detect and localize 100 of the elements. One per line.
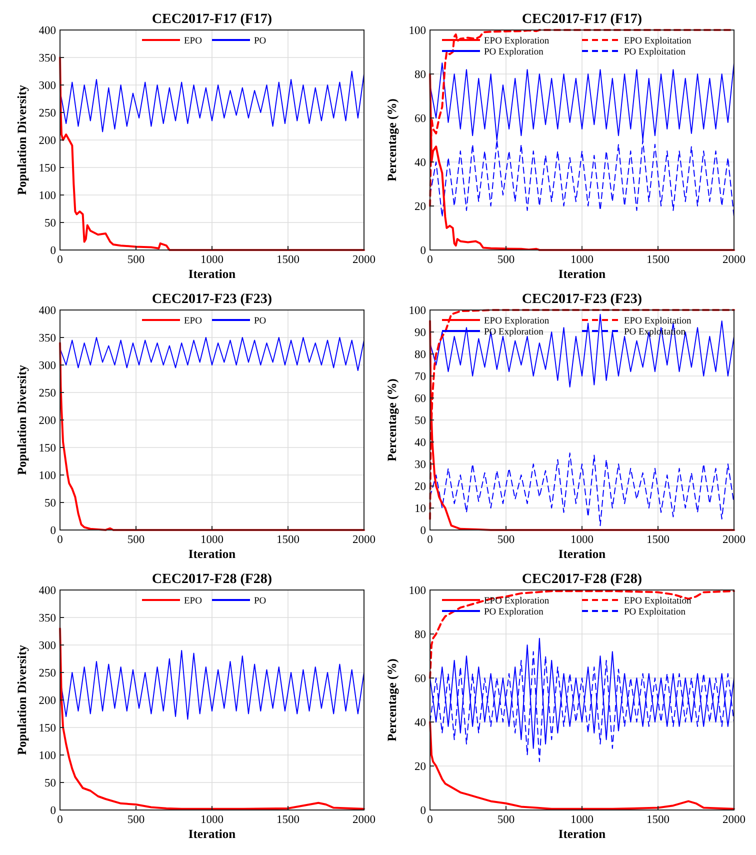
legend-label: EPO Exploitation: [624, 36, 692, 46]
chart-title: CEC2017-F23 (F23): [152, 292, 272, 307]
y-tick-label: 250: [38, 108, 56, 120]
chart-title: CEC2017-F17 (F17): [152, 12, 272, 27]
y-tick-label: 250: [38, 388, 56, 400]
x-tick-label: 2000: [722, 254, 746, 266]
y-tick-label: 100: [408, 25, 426, 37]
y-tick-label: 300: [38, 640, 56, 652]
line-series: [59, 56, 365, 251]
x-tick-label: 1000: [570, 534, 594, 546]
y-tick-label: 300: [38, 360, 56, 372]
x-tick-label: 2000: [352, 534, 376, 546]
x-tick-label: 1500: [276, 814, 300, 826]
y-tick-label: 350: [38, 612, 56, 624]
legend-label: EPO Exploitation: [624, 596, 692, 606]
legend-label: EPO Exploration: [484, 596, 550, 606]
y-tick-label: 150: [38, 162, 56, 174]
line-series: [60, 337, 364, 371]
legend-label: PO Exploitation: [624, 48, 686, 58]
line-series: [429, 590, 735, 679]
x-tick-label: 1500: [646, 814, 670, 826]
x-tick-label: 1000: [570, 254, 594, 266]
legend-label: PO: [254, 36, 266, 46]
x-axis-title: Iteration: [558, 827, 606, 841]
y-tick-label: 50: [44, 778, 56, 790]
x-tick-label: 1500: [276, 534, 300, 546]
x-axis-title: Iteration: [188, 827, 236, 841]
x-tick-label: 500: [497, 534, 515, 546]
y-tick-label: 10: [414, 503, 426, 515]
x-tick-label: 500: [497, 254, 515, 266]
x-tick-label: 500: [127, 814, 145, 826]
y-tick-label: 50: [44, 218, 56, 230]
y-axis-title: Population Diversity: [15, 364, 29, 476]
y-tick-label: 80: [414, 349, 426, 361]
y-tick-label: 0: [50, 245, 56, 257]
y-tick-label: 200: [38, 695, 56, 707]
y-tick-label: 20: [414, 761, 426, 773]
y-tick-label: 150: [38, 722, 56, 734]
line-series: [60, 70, 364, 132]
chart-title: CEC2017-F28 (F28): [522, 572, 642, 587]
legend-label: PO Exploration: [484, 48, 544, 58]
chart-title: CEC2017-F17 (F17): [522, 12, 642, 27]
y-tick-label: 350: [38, 52, 56, 64]
legend-label: EPO Exploration: [484, 316, 550, 326]
legend-label: PO Exploration: [484, 328, 544, 338]
x-axis-title: Iteration: [188, 267, 236, 281]
line-series: [429, 721, 735, 810]
y-tick-label: 20: [414, 201, 426, 213]
y-axis-title: Population Diversity: [15, 644, 29, 756]
y-tick-label: 250: [38, 668, 56, 680]
y-tick-label: 30: [414, 459, 426, 471]
y-tick-label: 200: [38, 415, 56, 427]
y-tick-label: 0: [420, 245, 426, 257]
chart-title: CEC2017-F23 (F23): [522, 292, 642, 307]
legend-label: PO Exploitation: [624, 608, 686, 618]
line-series: [60, 650, 364, 720]
y-axis-title: Percentage (%): [385, 98, 399, 182]
y-tick-label: 150: [38, 442, 56, 454]
y-tick-label: 200: [38, 135, 56, 147]
y-tick-label: 400: [38, 305, 56, 317]
x-tick-label: 500: [127, 254, 145, 266]
y-tick-label: 0: [50, 525, 56, 537]
y-tick-label: 80: [414, 69, 426, 81]
x-tick-label: 1000: [200, 814, 224, 826]
line-series: [430, 314, 734, 388]
legend-label: EPO: [184, 316, 202, 326]
y-tick-label: 60: [414, 673, 426, 685]
x-axis-title: Iteration: [558, 267, 606, 281]
legend-label: PO: [254, 596, 266, 606]
legend-label: EPO: [184, 36, 202, 46]
y-axis-title: Percentage (%): [385, 378, 399, 462]
legend-label: PO Exploration: [484, 608, 544, 618]
y-tick-label: 50: [44, 498, 56, 510]
y-tick-label: 50: [414, 415, 426, 427]
x-axis-title: Iteration: [188, 547, 236, 561]
line-series: [59, 628, 365, 810]
x-tick-label: 1000: [570, 814, 594, 826]
y-tick-label: 400: [38, 25, 56, 37]
x-tick-label: 500: [497, 814, 515, 826]
chart-title: CEC2017-F28 (F28): [152, 572, 272, 587]
y-tick-label: 0: [420, 525, 426, 537]
x-tick-label: 1500: [646, 254, 670, 266]
x-tick-label: 2000: [352, 254, 376, 266]
y-tick-label: 60: [414, 393, 426, 405]
line-series: [59, 342, 365, 531]
x-tick-label: 2000: [352, 814, 376, 826]
x-tick-label: 1000: [200, 254, 224, 266]
y-axis-title: Percentage (%): [385, 658, 399, 742]
y-tick-label: 300: [38, 80, 56, 92]
y-tick-label: 20: [414, 481, 426, 493]
legend-label: PO: [254, 316, 266, 326]
y-tick-label: 100: [408, 305, 426, 317]
legend-label: EPO Exploration: [484, 36, 550, 46]
y-tick-label: 400: [38, 585, 56, 597]
y-tick-label: 100: [38, 750, 56, 762]
y-axis-title: Population Diversity: [15, 84, 29, 196]
x-tick-label: 2000: [722, 814, 746, 826]
y-tick-label: 80: [414, 629, 426, 641]
y-tick-label: 40: [414, 717, 426, 729]
legend-label: EPO: [184, 596, 202, 606]
